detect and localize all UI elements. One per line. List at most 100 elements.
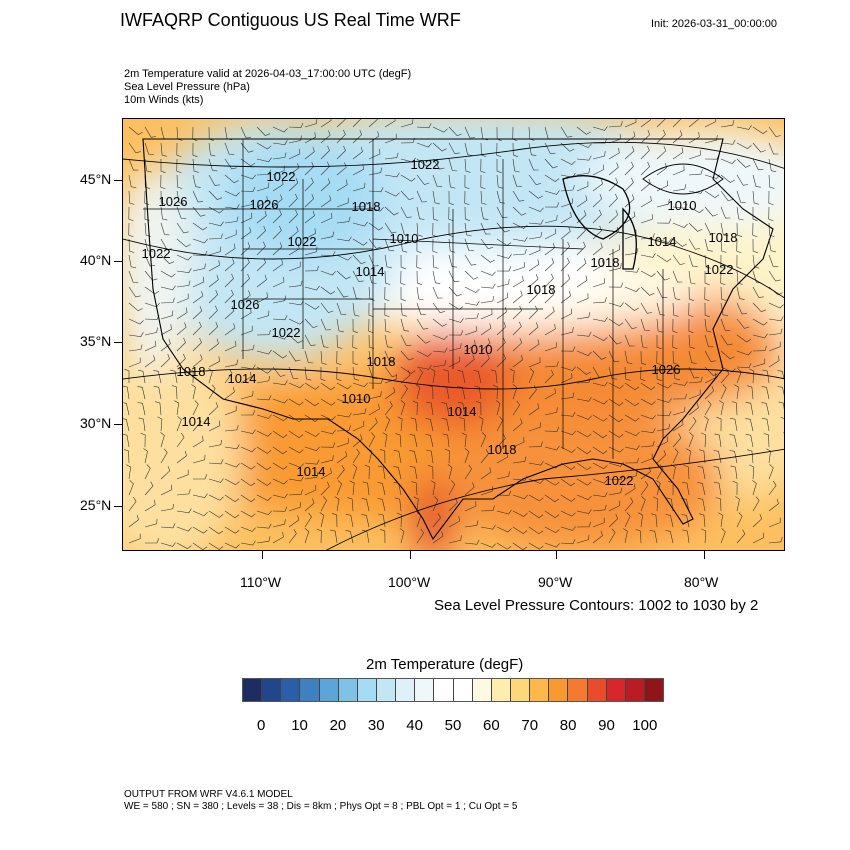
wind-barb	[592, 462, 608, 470]
wind-barb	[592, 350, 607, 360]
wind-barb	[777, 386, 784, 396]
wind-barb	[682, 481, 690, 496]
wind-barb	[720, 206, 731, 219]
wind-barb	[224, 190, 240, 197]
wind-barb	[656, 318, 663, 333]
colorbar-label: 0	[257, 717, 266, 734]
wind-barb	[320, 350, 327, 365]
wind-barb	[160, 484, 173, 496]
wind-barb	[763, 433, 770, 448]
wind-barb	[192, 417, 202, 432]
wind-barb	[704, 119, 717, 128]
wind-barb	[176, 222, 189, 234]
wind-barb	[208, 158, 218, 172]
wind-barb	[480, 524, 496, 530]
wind-barb	[208, 338, 219, 352]
wind-barb	[720, 120, 735, 128]
wind-barb	[272, 179, 284, 192]
contour-label: 1018	[591, 255, 620, 270]
wind-barb	[320, 468, 332, 480]
wind-barb	[560, 142, 575, 152]
wind-barb	[160, 270, 176, 278]
wind-barb	[592, 492, 608, 498]
wind-barb	[560, 446, 576, 453]
wind-barb	[747, 385, 754, 400]
wind-barb	[656, 162, 667, 176]
wind-barb	[400, 366, 416, 374]
wind-barb	[288, 193, 298, 208]
wind-barb	[512, 236, 528, 242]
wind-barb	[752, 222, 758, 238]
wind-barb	[240, 257, 250, 272]
wind-barb	[672, 254, 685, 266]
wind-barb	[701, 528, 707, 544]
wind-barb	[240, 290, 251, 304]
lon-label: 90°W	[538, 574, 573, 590]
contour-label: 1014	[448, 404, 477, 419]
wind-barb	[528, 190, 543, 199]
wind-barb	[777, 370, 784, 381]
lat-label: 40°N	[80, 252, 112, 268]
wind-barb	[384, 190, 400, 197]
wind-barb	[745, 434, 754, 448]
tick	[114, 342, 122, 343]
wind-barb	[704, 400, 712, 416]
contour-label: 1022	[705, 262, 734, 277]
wind-barb	[512, 456, 527, 464]
wind-barb	[208, 142, 216, 157]
wind-barb	[576, 534, 590, 544]
wind-barb	[256, 210, 267, 224]
wind-barb	[688, 389, 701, 400]
wind-barb	[624, 161, 634, 176]
colorbar-swatch	[472, 679, 492, 701]
wind-barb	[208, 510, 224, 518]
wind-barb	[240, 446, 256, 453]
wind-barb	[240, 325, 253, 336]
wind-barb	[699, 513, 706, 528]
wind-barb	[224, 216, 239, 224]
wind-barb	[732, 480, 738, 496]
wind-barb	[688, 302, 694, 318]
wind-barb	[368, 270, 377, 284]
wind-barb	[608, 475, 624, 481]
wind-barb	[624, 211, 636, 224]
colorbar-label: 10	[291, 717, 308, 734]
wind-barb	[400, 190, 414, 201]
plot-title: IWFAQRP Contiguous US Real Time WRF	[120, 10, 461, 30]
wind-barb	[656, 436, 669, 448]
wind-barb	[496, 174, 504, 189]
wind-barb	[160, 206, 168, 221]
temperature-field	[123, 119, 784, 550]
wind-barb	[528, 339, 540, 352]
wind-barb	[672, 366, 680, 381]
wind-barb	[288, 382, 304, 389]
wind-barb	[448, 142, 460, 154]
subtitle-pressure: Sea Level Pressure (hPa)	[124, 81, 250, 93]
wind-barb	[457, 386, 466, 400]
wind-barb	[320, 119, 332, 128]
wind-barb	[425, 418, 434, 432]
wind-barb	[361, 498, 370, 512]
wind-barb	[624, 267, 640, 273]
wind-barb	[320, 286, 336, 295]
wind-barb	[240, 126, 252, 139]
wind-barb	[208, 402, 219, 416]
wind-barb	[560, 290, 571, 304]
wind-barb	[704, 222, 716, 235]
wind-barb	[352, 395, 368, 401]
wind-barb	[720, 286, 727, 301]
wind-barb	[304, 285, 320, 291]
wind-barb	[512, 305, 522, 320]
wind-barb	[635, 529, 642, 544]
wind-barb	[272, 315, 288, 321]
wind-barb	[272, 398, 288, 404]
wind-barb	[665, 530, 674, 544]
colorbar-label: 80	[559, 717, 577, 734]
wind-barb	[512, 206, 527, 216]
wind-barb	[560, 510, 576, 517]
wind-barb	[288, 515, 300, 528]
wind-barb	[736, 302, 748, 315]
wind-barb	[640, 119, 651, 128]
wind-barb	[208, 526, 224, 535]
wind-barb	[496, 206, 508, 219]
